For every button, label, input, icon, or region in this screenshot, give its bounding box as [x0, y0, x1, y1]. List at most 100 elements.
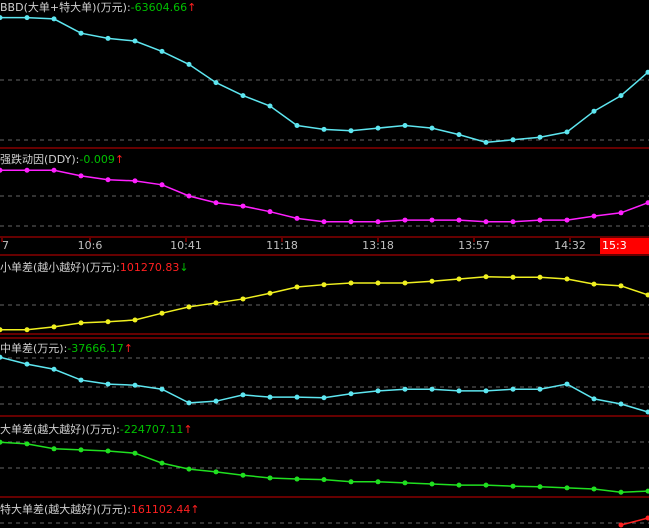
indicator-dot: [537, 386, 543, 392]
panel-title-text: 小单差(越小越好)(万元):: [0, 260, 120, 274]
indicator-dot: [159, 310, 165, 316]
indicator-line: [620, 517, 649, 526]
readout-arrow: ↑: [190, 503, 199, 516]
time-label: 14:32: [554, 239, 586, 252]
indicator-dot: [240, 296, 246, 302]
indicator-dot: [618, 401, 624, 407]
indicator-dot: [213, 200, 219, 206]
indicator-dot: [240, 93, 246, 99]
indicator-dot: [186, 61, 192, 67]
panel-title-text: 特大单差(越大越好)(万元):: [0, 502, 131, 516]
indicator-dot: [510, 386, 516, 392]
indicator-dot: [0, 15, 3, 21]
indicator-dot: [375, 219, 381, 225]
layout-lines: [0, 79, 649, 524]
indicator-dot: [105, 448, 111, 454]
indicator-dot: [591, 213, 597, 219]
readout-arrow: ↑: [187, 1, 196, 14]
indicator-dot: [456, 388, 462, 394]
indicator-dot: [645, 409, 649, 415]
indicator-dot: [0, 167, 3, 173]
indicator-line: [0, 441, 649, 494]
indicator-dot: [105, 35, 111, 41]
indicator-dot: [591, 108, 597, 114]
indicator-dot: [645, 515, 649, 521]
indicator-dot: [510, 219, 516, 225]
indicator-dot: [267, 209, 273, 215]
indicator-dot: [78, 173, 84, 179]
indicator-dot: [483, 274, 489, 280]
indicator-dot: [618, 283, 624, 289]
indicator-dot: [105, 319, 111, 325]
indicator-dot: [240, 472, 246, 478]
indicator-dot: [537, 484, 543, 490]
indicator-dot: [267, 394, 273, 400]
indicator-dot: [186, 400, 192, 406]
indicator-dot: [0, 354, 3, 360]
indicator-dot: [456, 482, 462, 488]
time-highlight: [600, 238, 649, 254]
indicator-dot: [267, 103, 273, 109]
indicator-dot: [132, 38, 138, 44]
indicator-dot: [321, 219, 327, 225]
indicator-dot: [375, 388, 381, 394]
indicator-dot: [348, 219, 354, 225]
panel-title-text: 大单差(越大越好)(万元):: [0, 422, 120, 436]
readout-arrow: ↓: [179, 261, 188, 274]
indicator-dot: [618, 489, 624, 495]
indicator-dot: [78, 377, 84, 383]
indicator-dot: [159, 460, 165, 466]
indicator-dot: [618, 93, 624, 99]
indicator-dot: [483, 482, 489, 488]
indicator-dot: [240, 392, 246, 398]
indicator-dot: [78, 320, 84, 326]
indicator-dot: [321, 477, 327, 483]
indicator-dot: [213, 80, 219, 86]
indicator-dot: [105, 177, 111, 183]
indicator-dot: [0, 327, 3, 333]
indicator-dot: [537, 274, 543, 280]
indicator-dot: [267, 475, 273, 481]
readout-arrow: ↑: [115, 153, 124, 166]
indicator-dot: [267, 290, 273, 296]
indicator-dot: [24, 15, 30, 21]
indicator-dot: [294, 123, 300, 128]
indicator-dot: [456, 132, 462, 138]
panel-title-text: 强跌动因(DDY):: [0, 152, 79, 166]
indicator-dot: [510, 274, 516, 280]
indicator-dot: [213, 398, 219, 404]
indicator-dot: [456, 276, 462, 282]
indicator-dot: [375, 280, 381, 286]
indicator-dot: [402, 480, 408, 486]
indicator-dot: [537, 134, 543, 140]
indicator-dot: [348, 128, 354, 134]
indicator-dot: [591, 396, 597, 402]
indicator-dot: [483, 219, 489, 225]
indicator-dot: [51, 324, 57, 330]
indicator-dot: [294, 394, 300, 400]
indicator-dot: [51, 16, 57, 22]
indicator-dot: [564, 129, 570, 135]
indicator-dot: [0, 439, 3, 445]
indicator-dot: [24, 167, 30, 173]
indicator-dot: [105, 381, 111, 387]
indicator-dot: [51, 366, 57, 372]
indicator-dot: [186, 193, 192, 199]
indicator-dot: [645, 200, 649, 206]
indicator-dot: [321, 282, 327, 288]
indicator-dot: [24, 441, 30, 447]
indicator-dot: [618, 522, 624, 528]
indicator-dot: [429, 217, 435, 223]
indicator-dot: [186, 304, 192, 310]
time-label: 11:18: [266, 239, 298, 252]
indicator-dot: [429, 386, 435, 392]
indicator-dot: [51, 167, 57, 173]
indicator-dot: [294, 476, 300, 482]
time-label: 7: [2, 239, 9, 252]
time-label: 13:57: [458, 239, 490, 252]
indicator-dot: [591, 486, 597, 492]
indicator-dot: [132, 382, 138, 388]
readout-value: -37666.17: [67, 342, 123, 355]
indicator-dot: [294, 284, 300, 290]
